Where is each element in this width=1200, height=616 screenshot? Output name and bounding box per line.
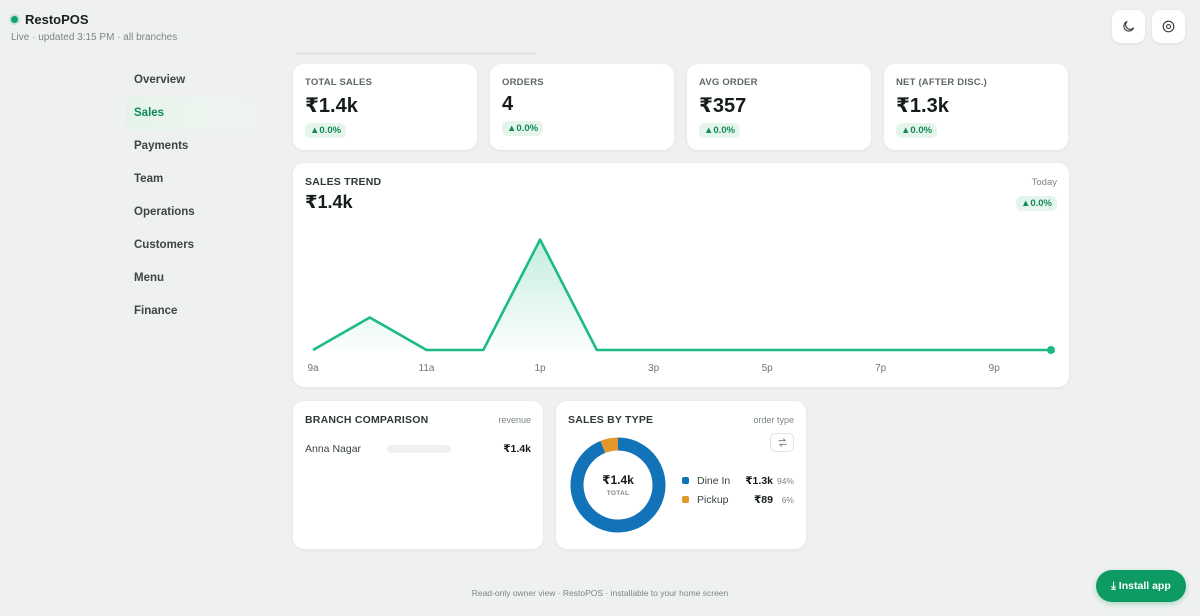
kpi-card-total-sales: TOTAL SALES ₹1.4k ▲0.0% — [293, 64, 477, 150]
brand: RestoPOS Live · updated 3:15 PM · all br… — [11, 12, 177, 43]
branch-comparison-card: BRANCH COMPARISON revenue Anna Nagar ₹1.… — [293, 401, 543, 549]
branch-name: Anna Nagar — [305, 443, 362, 455]
legend-label: Pickup — [697, 493, 729, 506]
sales-by-type-donut — [570, 437, 666, 533]
sidebar-nav: Overview Sales Payments Team Operations … — [126, 64, 268, 328]
legend-row-dine-in: Dine In ₹1.3k 94% — [682, 471, 794, 490]
nav-item-team[interactable]: Team — [134, 173, 164, 185]
kpi-change-badge: ▲0.0% — [699, 123, 741, 138]
x-tick-label: 11a — [419, 363, 435, 374]
kpi-value: ₹1.4k — [305, 95, 358, 117]
sales-trend-card: 9a 11a 1p 3p 5p 7p 9p SALES TREND ₹1.4k Today … — [293, 163, 1069, 387]
legend-percent: 6% — [781, 494, 794, 505]
trend-series-line — [312, 238, 1051, 352]
trend-area-fill — [313, 239, 1051, 350]
theme-toggle-button[interactable] — [1112, 10, 1145, 43]
sales-by-type-card: SALES BY TYPE order type ₹1.4k TOTAL Din… — [556, 401, 806, 549]
kpi-card-orders: ORDERS 4 ▲0.0% — [490, 64, 674, 150]
branch-comparison-metric: revenue — [498, 415, 531, 425]
legend-label: Dine In — [697, 474, 731, 487]
kpi-change-badge: ▲0.0% — [502, 121, 544, 136]
x-tick-label: 9p — [989, 363, 1001, 374]
legend-row-pickup: Pickup ₹89 6% — [682, 490, 794, 509]
branch-value: ₹1.4k — [503, 443, 531, 455]
nav-item-menu[interactable]: Menu — [134, 272, 165, 284]
branch-bar — [387, 445, 451, 453]
live-status-dot — [11, 16, 18, 23]
section-tabs-scroll-hint — [296, 52, 536, 55]
app-name: RestoPOS — [25, 12, 89, 27]
donut-total-value: ₹1.4k — [602, 473, 634, 487]
donut-total-label: TOTAL — [606, 490, 630, 497]
legend-value: ₹1.3k — [745, 474, 773, 487]
x-tick-label: 7p — [875, 363, 887, 374]
donut-slice-pickup — [600, 437, 619, 454]
sales-trend-period: Today — [1031, 177, 1057, 188]
kpi-change-badge: ▲0.0% — [305, 123, 347, 138]
sales-by-type-legend: Dine In ₹1.3k 94% Pickup ₹89 6% — [682, 471, 794, 509]
donut-slice-dine-in — [570, 437, 666, 533]
view-settings-button[interactable] — [1152, 10, 1185, 43]
kpi-value: ₹357 — [699, 95, 747, 117]
kpi-change-badge: ▲0.0% — [896, 123, 938, 138]
kpi-value: 4 — [502, 93, 514, 115]
branch-row: Anna Nagar ₹1.4k — [305, 443, 531, 455]
kpi-label: TOTAL SALES — [305, 77, 373, 88]
donut-center: ₹1.4k TOTAL — [570, 437, 666, 533]
trend-latest-point — [1047, 346, 1055, 354]
sales-by-type-metric: order type — [753, 415, 794, 425]
kpi-card-net-after-disc: NET (AFTER DISC.) ₹1.3k ▲0.0% — [884, 64, 1068, 150]
sales-trend-title: SALES TREND — [305, 176, 382, 188]
legend-percent: 94% — [777, 475, 795, 486]
kpi-label: AVG ORDER — [699, 77, 758, 88]
footer-note: Read-only owner view · RestoPOS · instal… — [471, 588, 729, 598]
kpi-card-avg-order: AVG ORDER ₹357 ▲0.0% — [687, 64, 871, 150]
kpi-value: ₹1.3k — [896, 95, 949, 117]
x-tick-label: 5p — [762, 363, 774, 374]
sales-trend-chart: 9a 11a 1p 3p 5p 7p 9p — [307, 238, 1055, 374]
live-update-subtitle: Live · updated 3:15 PM · all branches — [11, 32, 178, 43]
swap-view-button[interactable] — [770, 433, 794, 452]
legend-swatch-pickup — [682, 496, 689, 503]
legend-swatch-dine-in — [682, 477, 689, 484]
swap-arrows-icon — [777, 438, 787, 447]
sales-by-type-title: SALES BY TYPE — [568, 414, 654, 426]
sales-trend-value: ₹1.4k — [305, 192, 353, 212]
install-app-button[interactable]: ⤓ Install app — [1096, 570, 1186, 602]
nav-item-finance[interactable]: Finance — [134, 305, 178, 317]
branch-comparison-title: BRANCH COMPARISON — [305, 414, 429, 426]
nav-item-sales[interactable]: Sales — [126, 97, 268, 130]
nav-item-payments[interactable]: Payments — [134, 140, 189, 152]
x-tick-label: 1p — [535, 363, 547, 374]
target-icon — [1162, 20, 1175, 33]
x-tick-label: 9a — [307, 363, 319, 374]
sales-trend-change-badge: ▲0.0% — [1015, 196, 1057, 211]
kpi-label: ORDERS — [502, 77, 544, 88]
nav-item-operations[interactable]: Operations — [134, 206, 195, 218]
kpi-label: NET (AFTER DISC.) — [896, 77, 988, 88]
nav-item-overview[interactable]: Overview — [134, 74, 186, 86]
moon-icon — [1123, 20, 1135, 32]
nav-item-customers[interactable]: Customers — [134, 239, 195, 251]
legend-value: ₹89 — [754, 493, 773, 506]
x-tick-label: 3p — [648, 363, 660, 374]
